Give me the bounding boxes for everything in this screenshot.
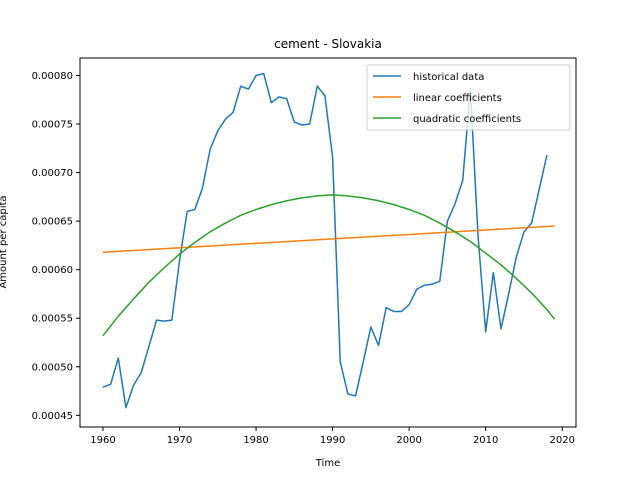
x-tick-label: 2010 xyxy=(473,435,498,446)
x-tick-label: 1970 xyxy=(167,435,192,446)
y-tick-label: 0.00050 xyxy=(32,362,73,373)
x-axis-label: Time xyxy=(315,458,340,469)
legend: historical data linear coefficients quadra… xyxy=(366,64,571,131)
plot-frame xyxy=(79,57,577,428)
y-tick-label: 0.00055 xyxy=(32,314,73,325)
x-tick-label: 1990 xyxy=(320,435,345,446)
x-tick-label: 1960 xyxy=(90,435,115,446)
series-layer xyxy=(102,72,556,409)
y-tick-label: 0.00060 xyxy=(32,265,73,276)
series-line-quadratic-coefficients xyxy=(102,194,556,337)
legend-label: historical data xyxy=(413,72,484,83)
y-tick-label: 0.00065 xyxy=(32,217,73,228)
x-tick-label: 2000 xyxy=(396,435,421,446)
series-line-historical-data xyxy=(102,72,548,409)
x-axis: 1960 1970 1980 1990 2000 2010 2020 xyxy=(90,427,575,446)
y-tick-label: 0.00080 xyxy=(32,71,73,82)
y-tick-label: 0.00045 xyxy=(32,411,73,422)
x-tick-label: 2020 xyxy=(549,435,574,446)
y-axis: 0.00045 0.00050 0.00055 0.00060 0.00065 0.000… xyxy=(32,71,80,422)
y-axis-label: Amount per capita xyxy=(0,195,9,288)
legend-label: quadratic coefficients xyxy=(413,114,521,125)
x-tick-label: 1980 xyxy=(243,435,268,446)
legend-box xyxy=(366,64,571,131)
chart-title: cement - Slovakia xyxy=(274,37,382,51)
series-line-linear-coefficients xyxy=(102,225,555,253)
legend-label: linear coefficients xyxy=(413,93,502,104)
y-tick-label: 0.00075 xyxy=(32,120,73,131)
plot-area xyxy=(79,57,577,428)
y-tick-label: 0.00070 xyxy=(32,168,73,179)
